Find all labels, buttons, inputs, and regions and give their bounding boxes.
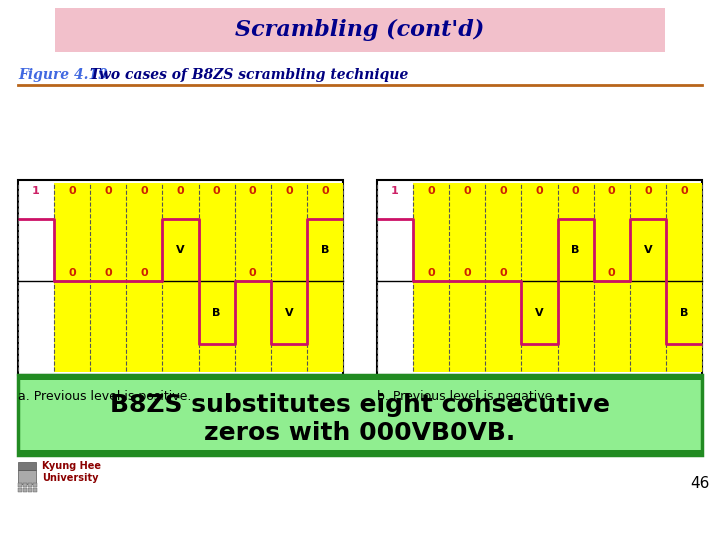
Bar [23, 483, 27, 487]
Text: 0: 0 [644, 186, 652, 196]
Text: Two cases of B8ZS scrambling technique: Two cases of B8ZS scrambling technique [90, 68, 408, 82]
Text: V: V [535, 308, 544, 318]
Bar [54, 183, 343, 372]
Text: 0: 0 [464, 186, 471, 196]
Text: 1: 1 [32, 186, 40, 196]
Bar [33, 483, 37, 487]
Bar [18, 450, 702, 455]
Text: 0: 0 [680, 186, 688, 196]
Text: University: University [42, 473, 99, 483]
Text: B: B [212, 308, 221, 318]
Bar [413, 183, 702, 372]
Text: 0: 0 [464, 268, 471, 279]
Text: V: V [644, 245, 652, 255]
Text: 0: 0 [428, 186, 435, 196]
Bar [18, 180, 343, 375]
Text: B: B [572, 245, 580, 255]
Bar [377, 180, 702, 375]
Text: a. Previous level is positive.: a. Previous level is positive. [18, 390, 192, 403]
Text: 0: 0 [608, 186, 616, 196]
Text: 0: 0 [104, 186, 112, 196]
Text: Figure 4.19: Figure 4.19 [18, 68, 108, 82]
Text: 0: 0 [536, 186, 544, 196]
Text: 46: 46 [690, 476, 710, 491]
Bar [18, 462, 36, 470]
Text: 0: 0 [104, 268, 112, 279]
Text: B8ZS substitutes eight consecutive: B8ZS substitutes eight consecutive [110, 394, 610, 417]
Bar [28, 483, 32, 487]
Text: b. Previous level is negative.: b. Previous level is negative. [377, 390, 557, 403]
Text: 0: 0 [572, 186, 580, 196]
Bar [18, 375, 702, 455]
Text: 0: 0 [500, 268, 507, 279]
Text: zeros with 000VB0VB.: zeros with 000VB0VB. [204, 421, 516, 444]
Text: 0: 0 [249, 186, 256, 196]
Text: V: V [176, 245, 185, 255]
Text: 0: 0 [249, 268, 256, 279]
Text: B: B [680, 308, 688, 318]
Text: 0: 0 [140, 268, 148, 279]
Text: 0: 0 [68, 268, 76, 279]
Text: 0: 0 [285, 186, 292, 196]
Bar [18, 470, 36, 484]
Bar [18, 488, 22, 492]
Text: 0: 0 [428, 268, 435, 279]
Text: Kyung Hee: Kyung Hee [42, 461, 101, 471]
Bar [18, 375, 702, 380]
Bar [33, 488, 37, 492]
Text: 0: 0 [176, 186, 184, 196]
Text: 0: 0 [68, 186, 76, 196]
Text: 0: 0 [321, 186, 329, 196]
Text: 1: 1 [391, 186, 399, 196]
Text: 0: 0 [213, 186, 220, 196]
Text: 0: 0 [608, 268, 616, 279]
Text: 0: 0 [500, 186, 507, 196]
Text: B: B [320, 245, 329, 255]
Text: Scrambling (cont'd): Scrambling (cont'd) [235, 19, 485, 41]
Bar [55, 8, 665, 52]
Bar [28, 488, 32, 492]
Text: 0: 0 [140, 186, 148, 196]
Bar [23, 488, 27, 492]
Text: V: V [284, 308, 293, 318]
Bar [18, 483, 22, 487]
